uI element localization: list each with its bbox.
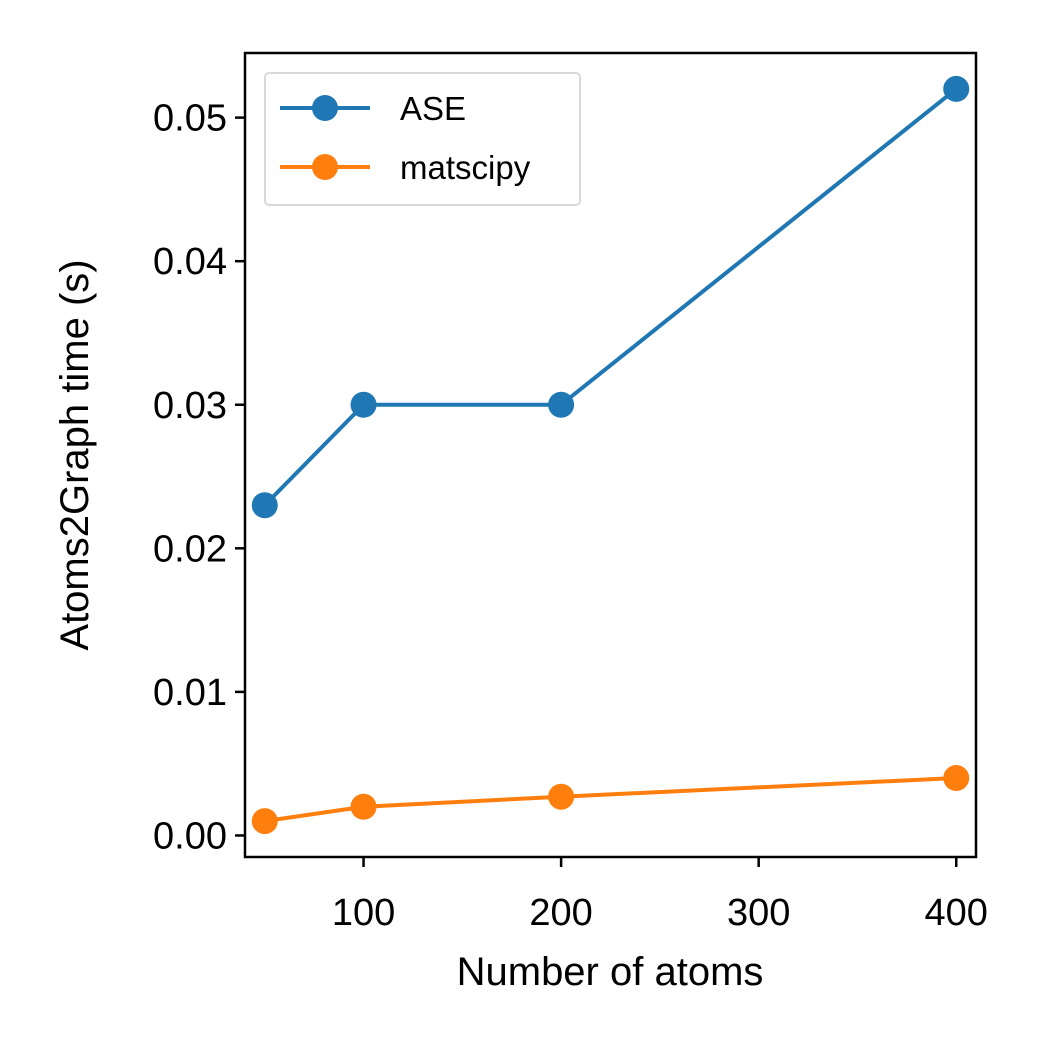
x-axis-label: Number of atoms bbox=[457, 950, 764, 994]
data-point-matscipy bbox=[943, 765, 970, 792]
data-point-ase bbox=[943, 75, 970, 102]
x-tick-label: 300 bbox=[727, 892, 790, 934]
y-tick-label: 0.01 bbox=[153, 672, 227, 714]
x-tick-label: 100 bbox=[332, 892, 395, 934]
y-axis-label: Atoms2Graph time (s) bbox=[53, 259, 97, 650]
legend-marker-ase bbox=[312, 95, 338, 121]
data-point-ase bbox=[548, 391, 575, 418]
x-axis-ticks: 100 200 300 400 bbox=[332, 857, 988, 934]
series-line-ase bbox=[263, 87, 958, 507]
data-point-matscipy bbox=[548, 783, 575, 810]
y-tick-label: 0.05 bbox=[153, 98, 227, 140]
data-point-matscipy bbox=[251, 808, 278, 835]
series-layer bbox=[251, 75, 970, 835]
y-tick-label: 0.02 bbox=[153, 528, 227, 570]
legend-label-ase: ASE bbox=[400, 90, 466, 127]
y-tick-label: 0.04 bbox=[153, 241, 227, 283]
data-point-matscipy bbox=[350, 793, 377, 820]
x-tick-label: 200 bbox=[529, 892, 592, 934]
plot-frame bbox=[243, 51, 978, 859]
data-point-ase bbox=[251, 492, 278, 519]
legend-marker-matscipy bbox=[312, 154, 338, 180]
y-tick-label: 0.03 bbox=[153, 385, 227, 427]
data-point-ase bbox=[350, 391, 377, 418]
legend: ASE matscipy bbox=[264, 72, 581, 206]
x-tick-label: 400 bbox=[925, 892, 988, 934]
y-axis-ticks: 0.00 0.01 0.02 0.03 0.04 0.05 bbox=[153, 98, 245, 857]
legend-label-matscipy: matscipy bbox=[400, 149, 531, 186]
series-line-matscipy bbox=[264, 776, 957, 824]
y-tick-label: 0.00 bbox=[153, 815, 227, 857]
